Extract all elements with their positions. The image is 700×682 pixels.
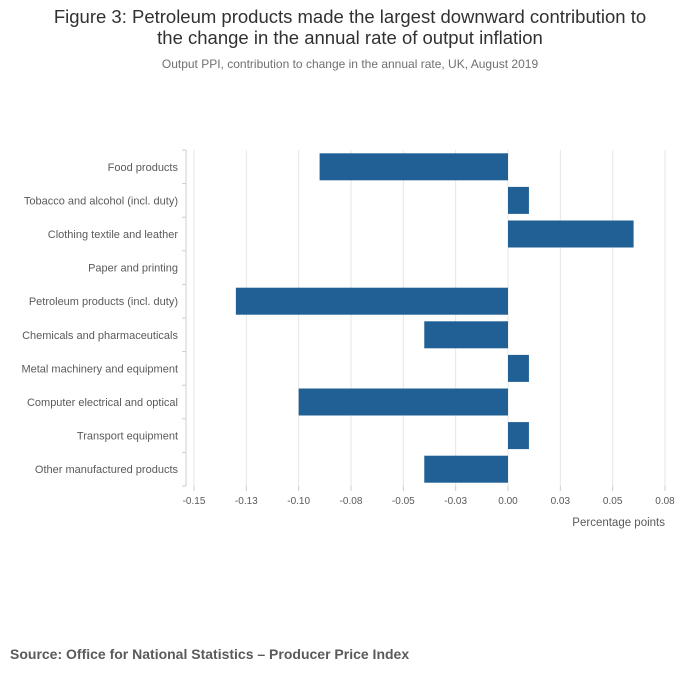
x-tick-label: 0.00 <box>498 496 518 507</box>
bar <box>235 287 508 315</box>
bar <box>424 321 508 349</box>
category-label: Petroleum products (incl. duty) <box>29 296 178 308</box>
category-label: Transport equipment <box>77 431 178 443</box>
chart-title-line-2: the change in the annual rate of output … <box>157 27 543 48</box>
chart-title-line-1: Figure 3: Petroleum products made the la… <box>53 6 647 27</box>
category-label: Other manufactured products <box>35 464 179 476</box>
x-tick-label: 0.08 <box>655 496 675 507</box>
x-tick-label: 0.05 <box>603 496 623 507</box>
bar <box>508 186 529 214</box>
x-tick-label: -0.05 <box>392 496 415 507</box>
source-note: Source: Office for National Statistics –… <box>10 646 410 662</box>
x-tick-label: -0.13 <box>235 496 258 507</box>
category-label: Metal machinery and equipment <box>21 363 178 375</box>
category-label: Computer electrical and optical <box>27 397 178 409</box>
bar <box>298 388 508 416</box>
x-tick-label: -0.10 <box>287 496 310 507</box>
bar <box>508 422 529 450</box>
x-tick-label: -0.08 <box>340 496 363 507</box>
category-label: Food products <box>108 162 179 174</box>
chart-subtitle: Output PPI, contribution to change in th… <box>161 57 539 71</box>
x-tick-label: 0.03 <box>551 496 571 507</box>
category-label: Tobacco and alcohol (incl. duty) <box>24 195 178 207</box>
x-axis-title: Percentage points <box>572 517 665 529</box>
category-label: Chemicals and pharmaceuticals <box>22 330 178 342</box>
bar <box>319 153 508 181</box>
bar <box>508 220 634 248</box>
bar <box>508 354 529 382</box>
category-label: Clothing textile and leather <box>48 229 179 241</box>
x-tick-label: -0.03 <box>444 496 467 507</box>
chart-title: Figure 3: Petroleum products made the la… <box>0 6 700 48</box>
category-label: Paper and printing <box>88 263 178 275</box>
bar <box>424 455 508 483</box>
x-tick-label: -0.15 <box>183 496 206 507</box>
